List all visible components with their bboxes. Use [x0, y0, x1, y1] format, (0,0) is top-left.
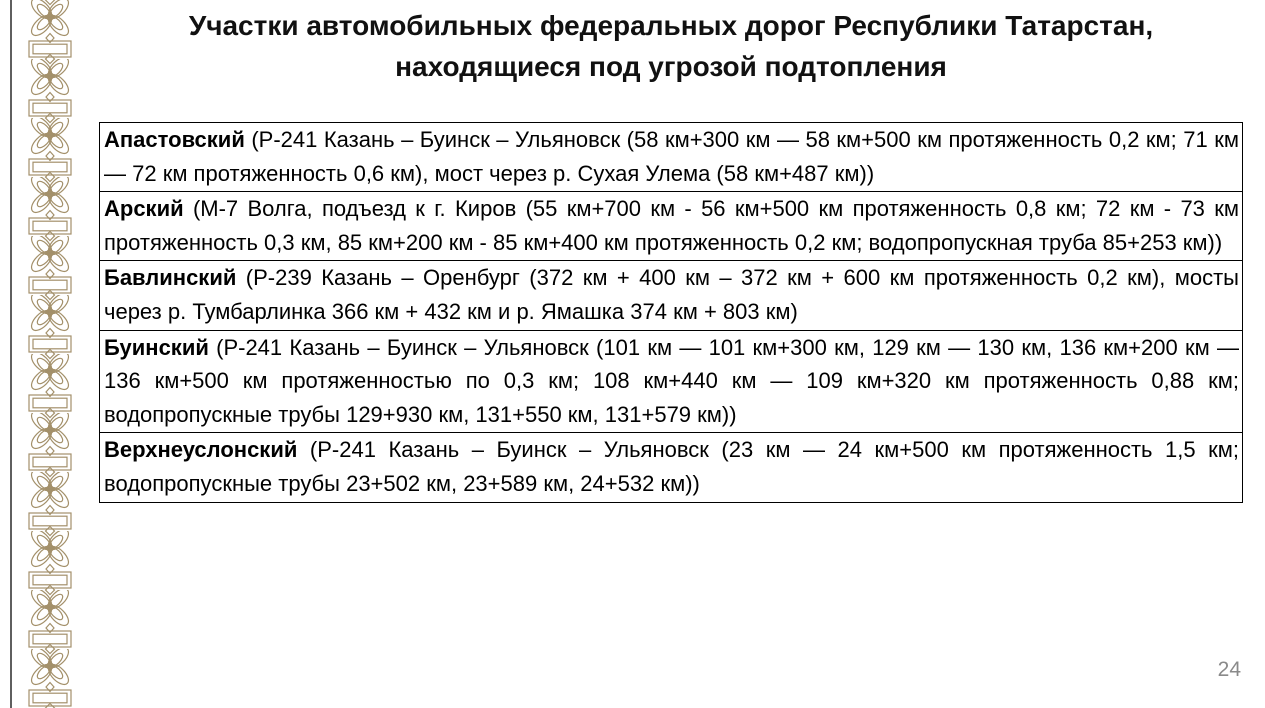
- district-details: (Р-241 Казань – Буинск – Ульяновск (58 к…: [104, 127, 1239, 186]
- table-row: Арский (М-7 Волга, подъезд к г. Киров (5…: [99, 191, 1243, 262]
- district-name: Арский: [104, 196, 184, 222]
- slide-title: Участки автомобильных федеральных дорог …: [99, 5, 1243, 87]
- table-row: Буинский (Р-241 Казань – Буинск – Ульяно…: [99, 329, 1243, 434]
- table-cell: Буинский (Р-241 Казань – Буинск – Ульяно…: [99, 329, 1243, 434]
- district-name: Буинский: [104, 334, 209, 360]
- page-number: 24: [1217, 658, 1241, 681]
- table-cell: Апастовский (Р-241 Казань – Буинск – Уль…: [99, 121, 1243, 193]
- table-row: Апастовский (Р-241 Казань – Буинск – Уль…: [99, 121, 1243, 193]
- slide-title-line1: Участки автомобильных федеральных дорог …: [188, 10, 1154, 41]
- slide-edge-line: [10, 0, 12, 708]
- district-details: (Р-241 Казань – Буинск – Ульяновск (23 к…: [104, 437, 1239, 496]
- table-cell: Бавлинский (Р-239 Казань – Оренбург (372…: [99, 260, 1243, 331]
- table-row: Верхнеуслонский (Р-241 Казань – Буинск –…: [99, 432, 1243, 503]
- slide-title-line2: находящиеся под угрозой подтопления: [395, 51, 947, 82]
- district-details: (М-7 Волга, подъезд к г. Киров (55 км+70…: [104, 196, 1239, 255]
- district-name: Бавлинский: [104, 265, 237, 291]
- district-name: Верхнеуслонский: [104, 437, 298, 463]
- flood-risk-roads-table: Апастовский (Р-241 Казань – Буинск – Уль…: [99, 121, 1243, 503]
- table-row: Бавлинский (Р-239 Казань – Оренбург (372…: [99, 260, 1243, 331]
- district-name: Апастовский: [104, 127, 245, 152]
- district-details: (Р-241 Казань – Буинск – Ульяновск (101 …: [104, 334, 1239, 427]
- table-cell: Верхнеуслонский (Р-241 Казань – Буинск –…: [99, 432, 1243, 503]
- district-details: (Р-239 Казань – Оренбург (372 км + 400 к…: [104, 265, 1239, 324]
- tatar-ornament-border-icon: [22, 0, 78, 708]
- table-cell: Арский (М-7 Волга, подъезд к г. Киров (5…: [99, 191, 1243, 262]
